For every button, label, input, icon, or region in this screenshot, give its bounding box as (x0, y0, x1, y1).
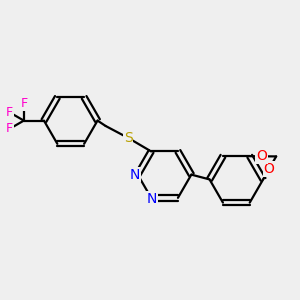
Text: N: N (130, 168, 140, 182)
Text: F: F (6, 106, 13, 119)
Text: O: O (256, 149, 267, 163)
Text: N: N (147, 192, 157, 206)
Text: F: F (6, 122, 13, 135)
Text: S: S (124, 131, 133, 145)
Text: O: O (264, 162, 274, 176)
Text: F: F (20, 98, 27, 110)
